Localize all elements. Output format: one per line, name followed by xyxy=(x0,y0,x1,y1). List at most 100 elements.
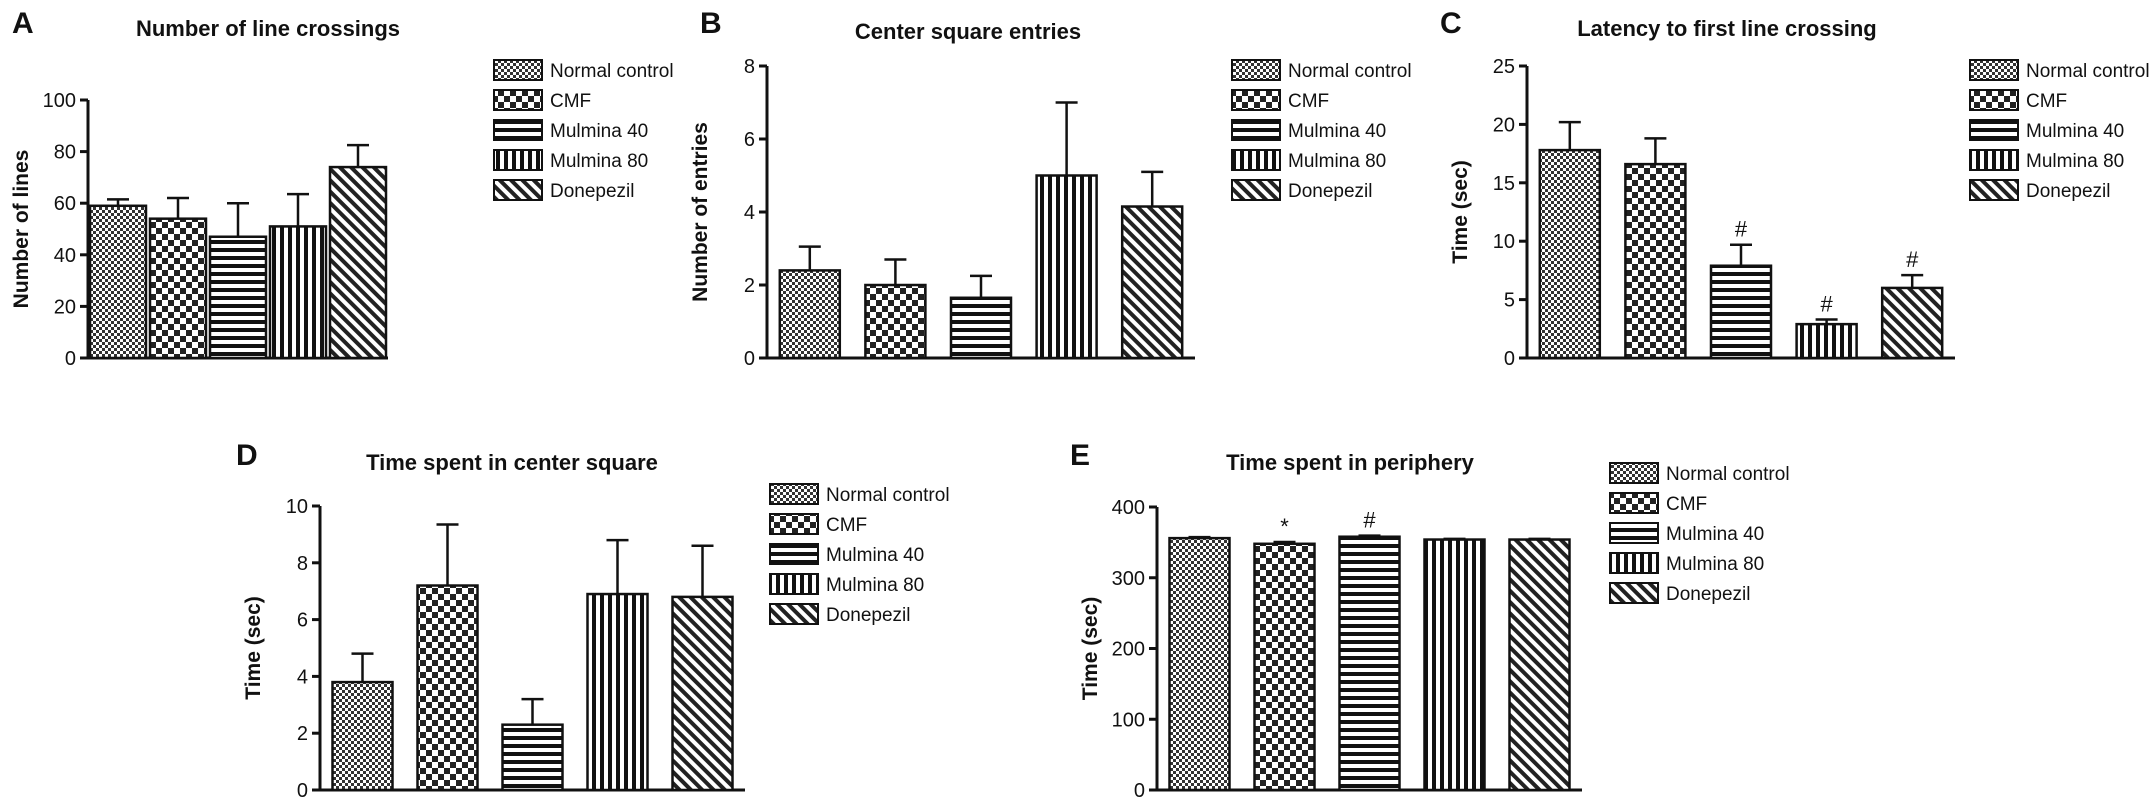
y-tick-label: 20 xyxy=(54,296,76,318)
chart-a-plot: 0 20 40 60 80 100 Number of lines xyxy=(10,90,388,370)
legend-label: Mulmina 80 xyxy=(2026,151,2124,172)
legend-swatch xyxy=(1969,149,2019,171)
bar xyxy=(501,723,564,792)
y-tick-label: 400 xyxy=(1112,497,1145,519)
y-tick-label: 200 xyxy=(1112,639,1145,661)
chart-b-plot: 0 2 4 6 8 Number of entries xyxy=(689,56,1195,370)
y-tick-label: 10 xyxy=(286,496,308,518)
legend-swatch xyxy=(1609,522,1659,544)
legend-b: Normal control CMF Mulmina 40 Mulmina 80 Don… xyxy=(1231,59,1412,202)
legend-swatch xyxy=(1231,179,1281,201)
bar xyxy=(586,592,649,792)
y-tick-label: 4 xyxy=(744,202,755,224)
chart-title: Time spent in periphery xyxy=(1226,450,1475,475)
y-tick-label: 20 xyxy=(1493,114,1515,136)
legend-d: Normal control CMF Mulmina 40 Mulmina 80 Don… xyxy=(769,483,950,626)
y-tick-label: 5 xyxy=(1504,290,1515,312)
y-tick-label: 0 xyxy=(65,348,76,370)
legend-swatch xyxy=(493,59,543,81)
legend-label: Normal control xyxy=(1666,464,1790,485)
legend-swatch xyxy=(1231,119,1281,141)
bar xyxy=(331,680,394,792)
bar xyxy=(778,269,842,360)
bar xyxy=(148,217,208,360)
legend-label: Donepezil xyxy=(1288,181,1373,202)
y-tick-label: 25 xyxy=(1493,56,1515,78)
panel-c: C Latency to first line crossing 0 5 10 15 2… xyxy=(1440,7,1955,370)
y-tick-label: 300 xyxy=(1112,568,1145,590)
panel-letter: C xyxy=(1440,7,1462,40)
significance-mark: # xyxy=(1735,217,1748,242)
legend-swatch xyxy=(769,603,819,625)
bar xyxy=(949,296,1013,360)
bar xyxy=(1120,205,1184,360)
y-tick-label: 100 xyxy=(1112,709,1145,731)
panel-b: B Center square entries 0 2 4 6 8 Number of e… xyxy=(689,7,1195,370)
legend-swatch xyxy=(493,179,543,201)
legend-label: Normal control xyxy=(1288,61,1412,82)
legend-swatch xyxy=(493,119,543,141)
legend-a: Normal control CMF Mulmina 40 Mulmina 80 Don… xyxy=(493,59,674,202)
y-tick-label: 15 xyxy=(1493,173,1515,195)
panel-letter: D xyxy=(236,439,258,472)
legend-label: CMF xyxy=(1666,494,1707,515)
chart-title: Center square entries xyxy=(855,19,1081,44)
y-axis-label: Time (sec) xyxy=(242,596,265,700)
legend-swatch xyxy=(769,513,819,535)
legend-swatch xyxy=(1969,179,2019,201)
y-tick-label: 8 xyxy=(297,553,308,575)
bar xyxy=(416,584,479,792)
panel-letter: E xyxy=(1070,439,1090,472)
legend-label: Mulmina 40 xyxy=(826,545,924,566)
legend-label: CMF xyxy=(1288,91,1329,112)
y-axis-label: Number of entries xyxy=(689,122,712,302)
legend-swatch xyxy=(1609,552,1659,574)
legend-label: Mulmina 80 xyxy=(1666,554,1764,575)
y-tick-label: 80 xyxy=(54,142,76,164)
significance-mark: # xyxy=(1906,247,1919,272)
legend-swatch xyxy=(1231,59,1281,81)
panel-e: E Time spent in periphery 0 100 200 300 400 T… xyxy=(1070,439,1582,802)
legend-label: Normal control xyxy=(2026,61,2150,82)
bar xyxy=(864,283,927,360)
bar xyxy=(1168,536,1231,792)
legend-label: Mulmina 40 xyxy=(1288,121,1386,142)
bar xyxy=(1795,322,1858,360)
bar xyxy=(268,225,328,360)
chart-title: Number of line crossings xyxy=(136,16,400,41)
significance-mark: # xyxy=(1820,291,1833,316)
legend-label: CMF xyxy=(550,91,591,112)
legend-label: Mulmina 40 xyxy=(2026,121,2124,142)
y-tick-label: 0 xyxy=(297,780,308,802)
legend-swatch xyxy=(1609,492,1659,514)
legend-swatch xyxy=(493,89,543,111)
legend-swatch xyxy=(769,573,819,595)
legend-swatch xyxy=(769,543,819,565)
bar xyxy=(208,235,268,360)
chart-c-plot: 0 5 10 15 20 25 Time (sec) # # # xyxy=(1449,56,1955,370)
legend-label: Mulmina 80 xyxy=(550,151,648,172)
bar xyxy=(328,165,388,360)
y-tick-label: 6 xyxy=(744,129,755,151)
bar xyxy=(671,595,734,792)
bar xyxy=(1508,538,1571,792)
bar xyxy=(1035,174,1098,360)
y-tick-label: 8 xyxy=(744,56,755,78)
y-tick-label: 60 xyxy=(54,193,76,215)
panel-d: D Time spent in center square 0 2 4 6 8 10 Tim… xyxy=(236,439,745,802)
chart-e-plot: 0 100 200 300 400 Time (sec) * # xyxy=(1079,497,1582,802)
bar xyxy=(1253,542,1316,792)
legend-label: Donepezil xyxy=(826,605,911,626)
legend-swatch xyxy=(1231,89,1281,111)
bar xyxy=(1709,264,1773,360)
y-axis-label: Time (sec) xyxy=(1079,597,1102,701)
y-tick-label: 0 xyxy=(1134,780,1145,802)
y-tick-label: 4 xyxy=(297,666,308,688)
legend-label: Normal control xyxy=(826,485,950,506)
y-tick-label: 0 xyxy=(1504,348,1515,370)
bar xyxy=(1423,538,1486,792)
bar xyxy=(1538,148,1602,360)
panel-a: A Number of line crossings 0 20 40 60 80 100 N… xyxy=(10,7,400,370)
legend-swatch xyxy=(493,149,543,171)
